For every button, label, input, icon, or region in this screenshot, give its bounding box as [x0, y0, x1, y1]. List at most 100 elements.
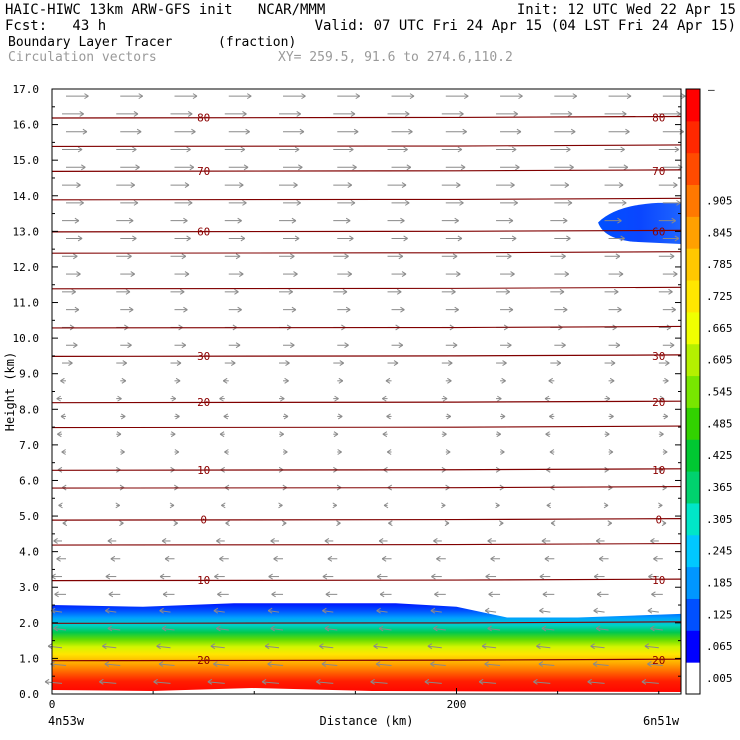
wind-vector	[170, 288, 185, 295]
wind-vector	[650, 538, 659, 544]
isotherm-line	[51, 621, 682, 624]
wind-vector	[120, 306, 134, 313]
wind-vector	[337, 199, 356, 206]
colorbar-label: .245	[706, 545, 733, 558]
wind-vector	[332, 502, 338, 509]
y-tick-label: 10.0	[13, 332, 40, 345]
x-end-label-right: 6n51w	[643, 714, 680, 728]
wind-vector	[496, 217, 514, 224]
wind-vector	[544, 555, 555, 562]
wind-vector	[445, 199, 464, 206]
wind-vector	[662, 377, 669, 384]
wind-vector	[228, 235, 246, 242]
wind-vector	[283, 235, 300, 242]
wind-vector	[322, 573, 334, 580]
wind-vector	[441, 288, 456, 295]
wind-vector	[500, 306, 514, 313]
wind-vector	[608, 164, 629, 171]
isotherm-label: 70	[197, 165, 210, 178]
wind-vector	[267, 607, 280, 614]
wind-vector	[604, 253, 621, 260]
wind-vector	[170, 182, 190, 189]
y-tick-label: 12.0	[13, 261, 40, 274]
wind-vector	[608, 235, 625, 242]
forecast-line: Fcst: 43 h	[5, 18, 107, 34]
wind-vector	[379, 591, 392, 598]
wind-vector	[430, 661, 446, 667]
wind-vector	[283, 449, 288, 455]
colorbar-swatch	[686, 152, 700, 186]
wind-vector	[120, 413, 126, 420]
wind-vector	[496, 395, 502, 402]
wind-vector	[550, 520, 556, 527]
y-tick-label: 9.0	[19, 368, 39, 381]
wind-vector	[214, 573, 225, 580]
wind-vector	[224, 253, 241, 260]
wind-vector	[156, 643, 171, 650]
wind-vector	[327, 555, 338, 562]
wind-vector	[224, 360, 236, 366]
wind-vector	[608, 199, 627, 206]
wind-vector	[500, 413, 506, 420]
wind-vector	[337, 164, 357, 171]
wind-vector	[548, 377, 555, 384]
wind-vector	[116, 395, 122, 402]
wind-vector	[333, 217, 351, 224]
wind-vector	[99, 678, 117, 685]
wind-vector	[391, 164, 412, 171]
wind-vector	[549, 449, 555, 455]
wind-vector	[120, 342, 132, 349]
wind-vector	[107, 538, 117, 544]
wind-vector	[66, 93, 89, 100]
wind-vector	[174, 271, 190, 277]
wind-vector	[279, 360, 290, 366]
isotherm-label: 80	[197, 111, 210, 124]
tracer-upper-patch	[598, 202, 681, 245]
wind-vector	[550, 217, 568, 224]
wind-vector	[376, 607, 388, 614]
wind-vector	[161, 625, 175, 632]
wind-vector	[445, 93, 469, 100]
wind-vector	[66, 306, 80, 313]
colorbar-frame	[685, 88, 701, 695]
tracer-field	[52, 603, 681, 694]
wind-vector	[500, 271, 515, 277]
wind-vector	[105, 607, 117, 614]
wind-vector	[445, 377, 452, 384]
wind-vector	[445, 413, 452, 420]
colorbar-label: .065	[706, 640, 733, 653]
wind-vector	[376, 573, 388, 580]
colorbar-swatch	[686, 120, 700, 154]
y-tick-label: 15.0	[13, 154, 40, 167]
colorbar-label: .365	[706, 481, 733, 494]
wind-vector	[658, 431, 664, 438]
wind-vector	[219, 555, 229, 562]
wind-vector	[104, 661, 121, 667]
wind-vector	[174, 306, 188, 313]
wind-vector	[381, 555, 392, 562]
wind-vector	[431, 573, 442, 580]
y-tick-label: 16.0	[13, 119, 40, 132]
wind-vector	[498, 520, 504, 527]
wind-vector	[268, 573, 280, 580]
wind-vector	[387, 182, 407, 189]
wind-vector	[210, 643, 225, 650]
wind-vector	[641, 678, 659, 685]
wind-vector	[53, 538, 62, 544]
wind-vector	[159, 573, 171, 580]
wind-vector	[433, 538, 442, 544]
wind-vector	[170, 360, 182, 366]
wind-vector	[604, 431, 610, 438]
xy-label: XY= 259.5, 91.6 to 274.6,110.2	[278, 50, 513, 65]
wind-vector	[333, 146, 354, 153]
wind-vector	[441, 217, 459, 224]
wind-vector	[120, 164, 140, 171]
wind-vector	[62, 253, 78, 260]
wind-vector	[270, 538, 280, 544]
wind-vector	[650, 625, 663, 632]
colorbar-label: .005	[706, 672, 733, 685]
wind-vector	[387, 110, 410, 117]
wind-vector	[608, 342, 621, 349]
wind-vector	[658, 146, 680, 153]
x-tick-label: 200	[447, 698, 467, 711]
